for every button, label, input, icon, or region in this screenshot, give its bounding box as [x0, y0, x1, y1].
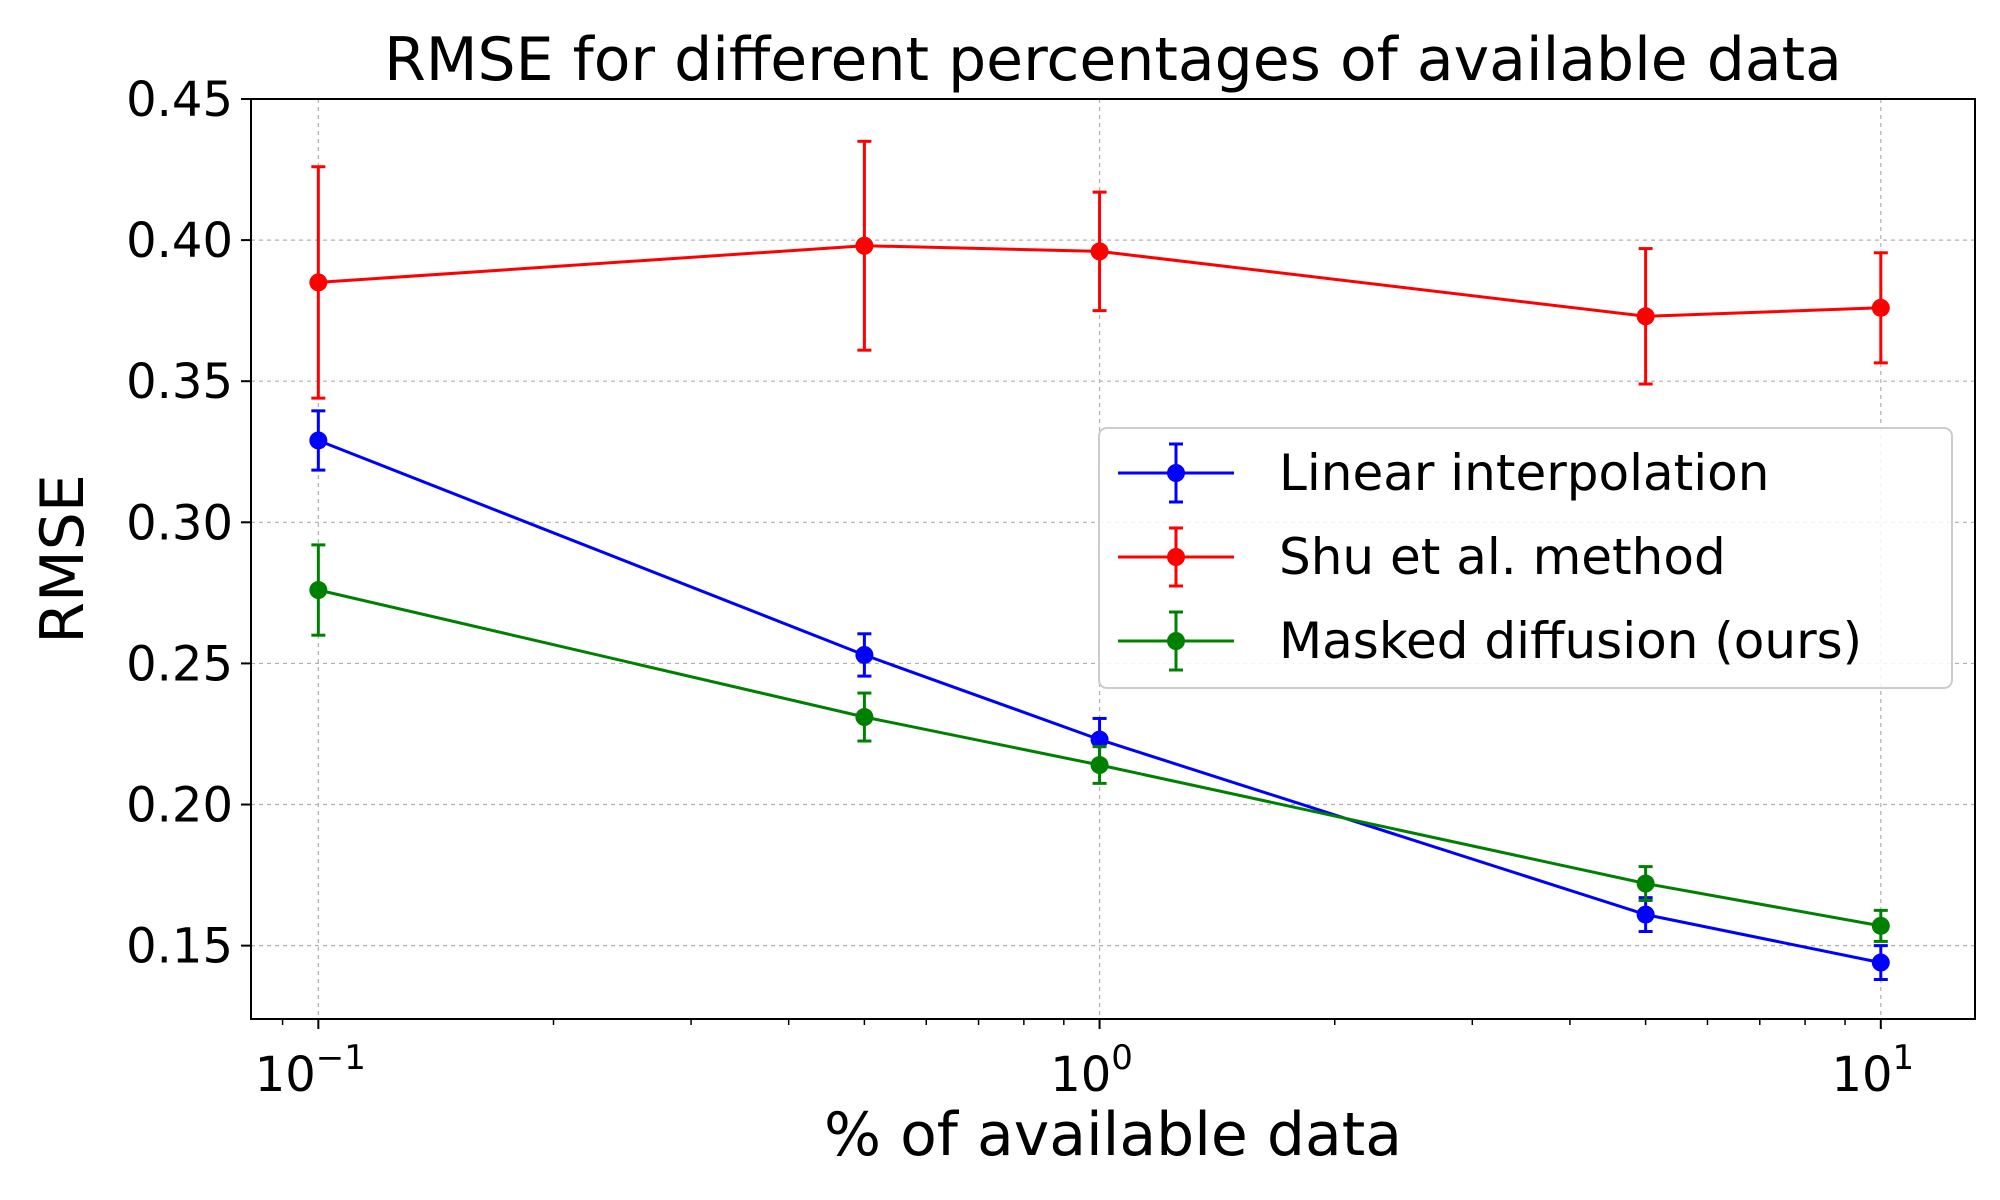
data-point — [1636, 874, 1655, 893]
x-tick-label: 10−1 — [255, 1038, 366, 1103]
data-point — [309, 581, 328, 600]
series-1 — [309, 139, 1890, 400]
y-tick-label: 0.45 — [126, 72, 233, 128]
data-point — [1871, 298, 1890, 317]
legend-entry-0: Linear interpolation — [1118, 442, 1769, 504]
data-series — [309, 139, 1890, 981]
data-point — [855, 236, 874, 255]
x-tick-base: 10 — [255, 1047, 316, 1103]
legend-entry-1: Shu et al. method — [1118, 526, 1726, 588]
x-tick-base: 10 — [1831, 1047, 1892, 1103]
series-0 — [309, 409, 1890, 981]
y-tick-label: 0.40 — [126, 213, 233, 269]
x-tick-label: 100 — [1050, 1038, 1133, 1103]
legend-label: Masked diffusion (ours) — [1279, 612, 1862, 670]
legend-marker — [1167, 464, 1185, 482]
data-point — [1636, 905, 1655, 924]
legend-entry-2: Masked diffusion (ours) — [1118, 610, 1862, 672]
data-point — [1090, 730, 1109, 749]
y-tick-label: 0.30 — [126, 495, 233, 551]
plot-frame — [250, 98, 1976, 1020]
data-point — [309, 273, 328, 292]
legend-marker — [1167, 632, 1185, 650]
y-tick-label: 0.25 — [126, 636, 233, 692]
data-point — [309, 431, 328, 450]
y-tick-label: 0.35 — [126, 354, 233, 410]
x-tick-exponent: 1 — [1893, 1038, 1915, 1078]
y-tick-label: 0.15 — [126, 919, 233, 975]
data-point — [855, 708, 874, 727]
data-point — [1871, 953, 1890, 972]
data-point — [1090, 756, 1109, 775]
data-point — [855, 645, 874, 664]
data-point — [1636, 307, 1655, 326]
data-point — [1871, 916, 1890, 935]
legend-marker — [1167, 548, 1185, 566]
data-point — [1090, 242, 1109, 261]
x-axis-label: % of available data — [824, 1100, 1402, 1170]
y-tick-label: 0.20 — [126, 778, 233, 834]
legend-frame — [1098, 427, 1953, 689]
legend-label: Shu et al. method — [1279, 528, 1726, 586]
legend-label: Linear interpolation — [1279, 444, 1769, 502]
x-tick-exponent: −1 — [316, 1038, 366, 1078]
chart-title: RMSE for different percentages of availa… — [384, 25, 1842, 95]
x-tick-exponent: 0 — [1111, 1038, 1133, 1078]
x-tick-label: 101 — [1831, 1038, 1914, 1103]
series-2 — [309, 543, 1890, 943]
legend: Linear interpolation Shu et al. method Mas… — [1098, 427, 1953, 689]
y-axis-label: RMSE — [28, 474, 98, 643]
x-tick-base: 10 — [1050, 1047, 1111, 1103]
